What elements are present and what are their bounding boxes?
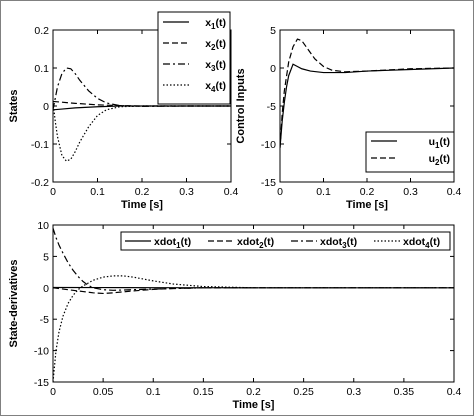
legend-box [157, 11, 231, 105]
series-line-4 [53, 275, 454, 382]
legend-label-1: xdot1(t) [154, 236, 191, 250]
legend-label-3: xdot3(t) [320, 236, 357, 250]
plot-3: 0 0.05 0.1 0.15 0.2 0.25 0.3 0.35 0.4 -15 -10 -5 0 5 1… [8, 220, 461, 411]
x-tick-label: 0.15 [193, 386, 214, 398]
y-tick-label: -5 [267, 101, 276, 113]
x-tick-label: 0 [277, 186, 283, 198]
x-tick-label: 0.3 [346, 386, 361, 398]
y-tick-label: -10 [34, 346, 49, 358]
legend: x1(t) x2(t) x3(t) x4(t) [157, 11, 231, 105]
y-axis-label: States [8, 89, 20, 122]
x-tick-label: 0 [50, 386, 56, 398]
x-tick-label: 0.05 [93, 386, 114, 398]
x-tick-label: 0.3 [403, 186, 418, 198]
legend-label-4: x4(t) [205, 80, 226, 94]
y-tick-label: -5 [40, 314, 49, 326]
legend: xdot1(t) xdot2(t) xdot3(t) xdot4(t) [120, 231, 451, 251]
y-axis-label: State-derivatives [8, 259, 20, 347]
x-tick-label: 0.3 [179, 186, 194, 198]
x-tick-label: 0.4 [224, 186, 239, 198]
x-tick-label: 0.1 [146, 386, 161, 398]
series-line-3 [53, 227, 454, 291]
series-line-2 [53, 100, 231, 107]
y-tick-label: 0.1 [34, 63, 49, 75]
x-tick-label: 0 [50, 186, 56, 198]
y-tick-label: 10 [37, 220, 49, 232]
x-tick-label: 0.1 [316, 186, 331, 198]
y-tick-label: 5 [270, 25, 276, 37]
legend-label-2: u2(t) [429, 153, 450, 167]
legend-box [365, 131, 455, 173]
legend-label-4: xdot4(t) [403, 236, 440, 250]
legend: u1(t) u2(t) [365, 131, 455, 173]
series-line-3 [53, 67, 231, 110]
y-tick-label: 5 [43, 251, 49, 263]
series-line-4 [53, 102, 231, 162]
y-tick-label: -0.1 [31, 139, 49, 151]
y-tick-label: 0.2 [34, 25, 49, 37]
series-line-2 [280, 38, 454, 148]
x-axis-label: Time [s] [121, 199, 163, 211]
y-tick-label: -15 [34, 377, 49, 389]
x-tick-label: 0.4 [447, 386, 462, 398]
x-tick-label: 0.25 [293, 386, 314, 398]
y-tick-label: 0 [43, 283, 49, 295]
y-tick-label: -0.2 [31, 177, 49, 189]
x-tick-label: 0.2 [360, 186, 375, 198]
legend-label-2: x2(t) [205, 38, 226, 52]
y-tick-label: -15 [261, 177, 276, 189]
x-axis-label: Time [s] [233, 399, 275, 411]
legend-box [120, 231, 451, 251]
y-axis-label: Control Inputs [235, 68, 247, 143]
x-tick-label: 0.2 [135, 186, 150, 198]
plot-2: 0 0.1 0.2 0.3 0.4 -15 -10 -5 0 5 Time [s] Control I… [235, 25, 461, 211]
y-tick-label: 0 [270, 63, 276, 75]
axes-box [52, 224, 455, 383]
legend-label-3: x3(t) [205, 59, 226, 73]
x-tick-label: 0.2 [246, 386, 261, 398]
legend-label-1: x1(t) [205, 17, 226, 31]
x-tick-label: 0.4 [447, 186, 462, 198]
x-tick-label: 0.1 [90, 186, 105, 198]
x-tick-label: 0.35 [394, 386, 415, 398]
legend-label-1: u1(t) [429, 136, 450, 150]
y-tick-label: 0 [43, 101, 49, 113]
x-axis-label: Time [s] [346, 199, 388, 211]
legend-label-2: xdot2(t) [237, 236, 274, 250]
y-tick-label: -10 [261, 139, 276, 151]
